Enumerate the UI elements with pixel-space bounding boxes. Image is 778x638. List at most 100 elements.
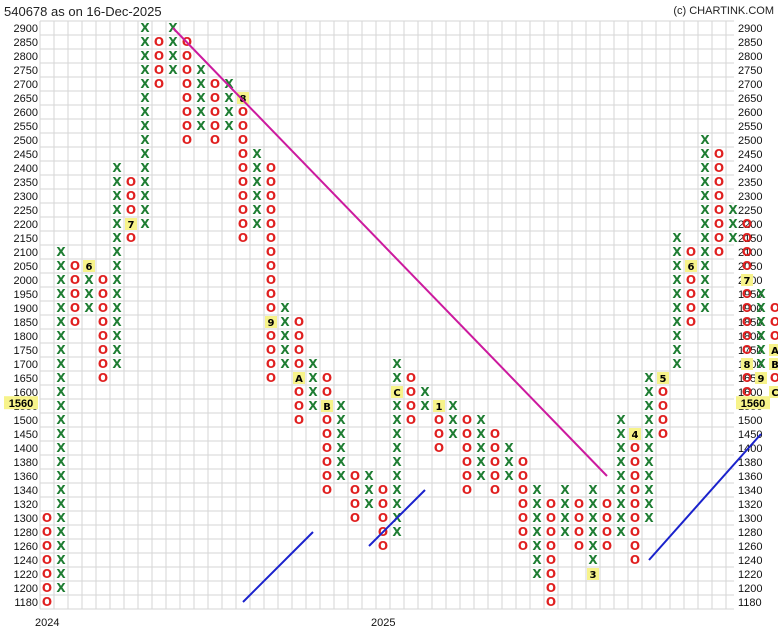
y-tick-left: 1180 — [14, 597, 38, 609]
o-mark: O — [462, 427, 472, 441]
o-mark: O — [546, 595, 556, 609]
o-mark: O — [350, 469, 360, 483]
o-mark: O — [574, 511, 584, 525]
month-marker: 7 — [128, 220, 135, 231]
y-tick-left: 2900 — [14, 23, 38, 35]
x-mark: X — [756, 315, 766, 329]
o-mark: O — [238, 175, 248, 189]
o-mark: O — [686, 245, 696, 259]
x-mark: X — [140, 119, 150, 133]
x-mark: X — [420, 385, 430, 399]
o-mark: O — [658, 427, 668, 441]
x-mark: X — [308, 371, 318, 385]
x-mark: X — [644, 511, 654, 525]
x-mark: X — [280, 343, 290, 357]
o-mark: O — [266, 175, 276, 189]
x-mark: X — [56, 441, 66, 455]
o-mark: O — [98, 329, 108, 343]
o-mark: O — [406, 399, 416, 413]
o-mark: O — [714, 161, 724, 175]
o-mark: O — [98, 301, 108, 315]
o-mark: O — [546, 553, 556, 567]
y-tick-left: 2850 — [14, 37, 38, 49]
y-tick-right: 1850 — [738, 317, 762, 329]
x-mark: X — [644, 399, 654, 413]
month-marker-bg — [293, 372, 305, 384]
o-mark: O — [546, 539, 556, 553]
o-mark: O — [714, 217, 724, 231]
x-mark: X — [448, 427, 458, 441]
x-mark: X — [112, 329, 122, 343]
o-mark: O — [70, 315, 80, 329]
o-mark: O — [770, 301, 778, 315]
x-mark: X — [112, 315, 122, 329]
o-mark: O — [378, 511, 388, 525]
o-mark: O — [266, 245, 276, 259]
y-tick-left: 2100 — [14, 247, 38, 259]
x-mark: X — [672, 245, 682, 259]
y-tick-left: 1450 — [14, 429, 38, 441]
x-mark: X — [140, 147, 150, 161]
o-mark: O — [182, 91, 192, 105]
pnf-columns: OOOOOOOXXXXXXXXXXXXXXXXXXXXXXXXXOOOOOXXX… — [42, 21, 778, 609]
x-mark: X — [140, 21, 150, 35]
o-mark: O — [518, 483, 528, 497]
x-mark: X — [140, 105, 150, 119]
x-mark: X — [168, 35, 178, 49]
month-marker-bg — [321, 400, 333, 412]
o-mark: O — [266, 273, 276, 287]
x-mark: X — [700, 175, 710, 189]
x-mark: X — [476, 427, 486, 441]
o-mark: O — [742, 301, 752, 315]
o-mark: O — [294, 357, 304, 371]
x-mark: X — [168, 49, 178, 63]
x-mark: X — [672, 329, 682, 343]
o-mark: O — [294, 343, 304, 357]
x-mark: X — [224, 105, 234, 119]
month-marker: 9 — [268, 318, 275, 329]
month-marker-bg — [433, 400, 445, 412]
x-mark: X — [56, 287, 66, 301]
o-mark: O — [406, 385, 416, 399]
x-mark: X — [616, 441, 626, 455]
x-mark: X — [56, 399, 66, 413]
o-mark: O — [518, 525, 528, 539]
trendlines — [172, 27, 762, 603]
month-marker: 3 — [590, 570, 597, 581]
x-mark: X — [84, 287, 94, 301]
y-tick-left: 1700 — [14, 359, 38, 371]
x-mark: X — [196, 91, 206, 105]
o-mark: O — [714, 189, 724, 203]
x-mark: X — [560, 497, 570, 511]
x-mark: X — [56, 567, 66, 581]
y-tick-right: 2550 — [738, 121, 762, 133]
x-mark: X — [700, 259, 710, 273]
o-mark: O — [518, 511, 528, 525]
y-tick-left: 1200 — [14, 583, 38, 595]
o-mark: O — [210, 133, 220, 147]
x-mark: X — [504, 455, 514, 469]
y-tick-left: 1280 — [14, 527, 38, 539]
o-mark: O — [462, 483, 472, 497]
x-mark: X — [140, 63, 150, 77]
x-mark: X — [476, 469, 486, 483]
x-mark: X — [308, 357, 318, 371]
month-marker-bg — [769, 358, 778, 370]
o-mark: O — [210, 77, 220, 91]
x-mark: X — [112, 287, 122, 301]
o-mark: O — [686, 315, 696, 329]
o-mark: O — [154, 49, 164, 63]
x-mark: X — [392, 427, 402, 441]
o-mark: O — [714, 175, 724, 189]
x-mark: X — [672, 301, 682, 315]
y-tick-right: 1300 — [738, 513, 762, 525]
x-mark: X — [476, 455, 486, 469]
o-mark: O — [238, 119, 248, 133]
o-mark: O — [238, 161, 248, 175]
o-mark: O — [630, 469, 640, 483]
o-mark: O — [378, 483, 388, 497]
x-mark: X — [616, 511, 626, 525]
y-tick-left: 1360 — [14, 471, 38, 483]
x-mark: X — [196, 63, 206, 77]
o-mark: O — [350, 497, 360, 511]
